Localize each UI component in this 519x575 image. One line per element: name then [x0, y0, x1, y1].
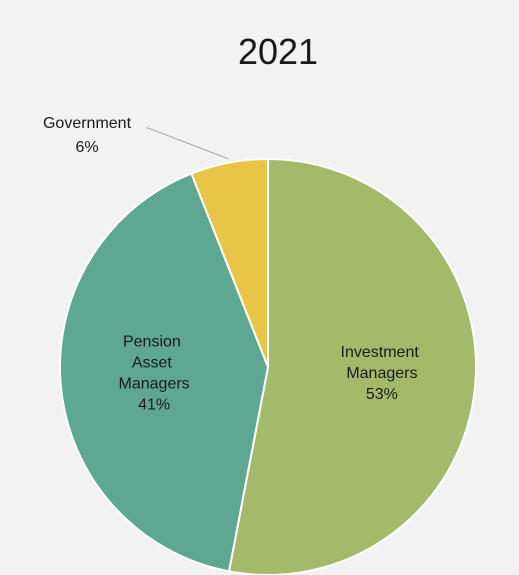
value-label: 53% — [366, 386, 398, 403]
category-label: Investment Managers — [341, 344, 424, 382]
slice-label: Investment Managers 53% — [341, 344, 424, 403]
leader-line — [146, 127, 229, 160]
pie-slice — [59, 172, 270, 573]
category-label: Government — [43, 115, 132, 132]
category-label: Pension Asset Managers — [119, 333, 190, 392]
chart-title: 2021 — [238, 31, 318, 72]
value-label: 6% — [75, 139, 98, 156]
pie-slice — [190, 157, 269, 368]
value-label: 41% — [138, 396, 170, 413]
pie-slice — [227, 157, 477, 575]
slice-label: Pension Asset Managers 41% — [119, 333, 190, 413]
slice-label: Government 6% — [43, 115, 229, 160]
